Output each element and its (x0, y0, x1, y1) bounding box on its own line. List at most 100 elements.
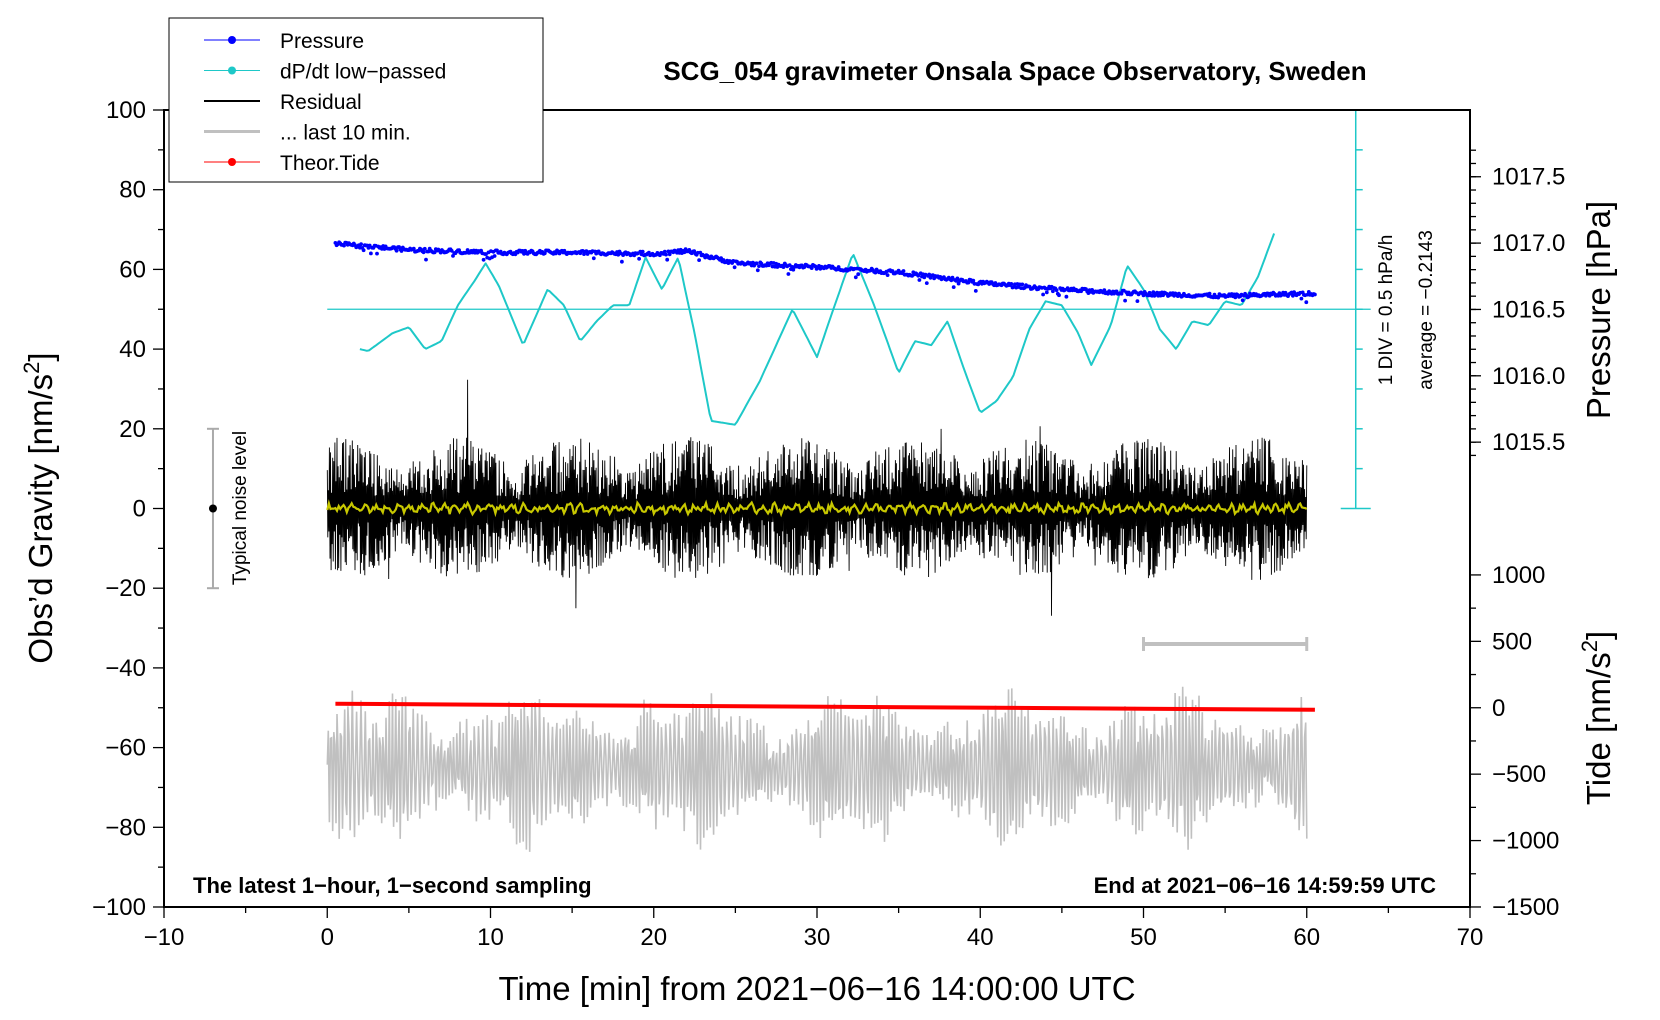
pressure-point (664, 252, 668, 257)
noise-level-label: Typical noise level (230, 431, 251, 585)
pressure-point (1304, 300, 1309, 305)
pressure-point (1135, 299, 1140, 303)
legend-swatch-dot (228, 36, 236, 44)
x-tick-label: 0 (321, 924, 334, 951)
pressure-point (901, 269, 906, 273)
pressure-point (973, 289, 978, 293)
y-tick-label: 60 (119, 256, 146, 283)
pressure-point (1299, 296, 1304, 301)
tide-tick-label: −1000 (1492, 828, 1559, 855)
pressure-point (885, 273, 890, 277)
pressure-point (1313, 292, 1317, 297)
pressure-point (971, 278, 976, 283)
pressure-point (1041, 292, 1045, 297)
y-tick-label: −60 (105, 735, 146, 762)
pressure-point (640, 249, 645, 254)
pressure-point (924, 281, 929, 285)
y-tick-label: −100 (92, 894, 146, 921)
pressure-point (665, 257, 670, 262)
pressure-point (394, 248, 399, 253)
theor-tide-line (335, 701, 1315, 712)
pressure-point (481, 257, 486, 262)
y-tick-label: −40 (105, 655, 146, 682)
legend-label: ... last 10 min. (280, 122, 411, 145)
legend: Pressure dP/dt low−passed Residual ... last… (168, 17, 544, 183)
pressure-point (424, 257, 428, 262)
pressure-point (956, 281, 961, 286)
axes: −10 0 10 20 30 40 50 60 70−100−80−60−40−20020406… (92, 97, 1565, 951)
pressure-point (421, 250, 426, 255)
pressure-point (856, 272, 861, 277)
pressure-point (1240, 298, 1245, 303)
pressure-point (361, 248, 366, 253)
pressure-point (755, 268, 760, 273)
tide-tick-label: −500 (1492, 761, 1546, 788)
annotation-sampling: The latest 1−hour, 1−second sampling (193, 873, 592, 898)
y-tick-label: 80 (119, 177, 146, 204)
pressure-point (1020, 282, 1025, 287)
x-tick-label: 30 (804, 924, 831, 951)
y-tick-label: 0 (133, 496, 146, 523)
pressure-point (757, 264, 761, 268)
y-axis-label: Obs’d Gravity [nm/s2] (19, 352, 59, 663)
pressure-point (411, 246, 416, 251)
y-tick-label: −20 (105, 575, 146, 602)
pressure-point (1054, 288, 1059, 293)
tide-tick-label: 1000 (1492, 562, 1545, 589)
x-tick-label: 60 (1293, 924, 1320, 951)
legend-label: Theor.Tide (280, 152, 380, 175)
pressure-point (853, 275, 858, 280)
tide-axis-label: Tide [nm/s2] (1577, 631, 1617, 805)
pressure-point (1119, 291, 1124, 296)
y-tick-label: 100 (106, 97, 146, 124)
average-label: average = −0.2143 (1416, 230, 1437, 390)
legend-label: Residual (280, 91, 362, 114)
pressure-tick-label: 1017.5 (1492, 164, 1565, 191)
noise-bar-dot (208, 504, 217, 513)
pressure-point (1051, 289, 1055, 294)
pressure-tick-label: 1016.0 (1492, 363, 1565, 390)
pressure-point (342, 243, 346, 248)
x-tick-label: 10 (477, 924, 504, 951)
pressure-point (422, 246, 427, 251)
pressure-tick-label: 1015.5 (1492, 429, 1565, 456)
legend-label: dP/dt low−passed (280, 61, 446, 84)
pressure-point (917, 278, 922, 282)
pressure-point (951, 285, 956, 289)
pressure-point (465, 248, 470, 252)
pressure-point (662, 249, 667, 254)
x-tick-label: 70 (1457, 924, 1484, 951)
pressure-point (697, 258, 701, 262)
pressure-point (542, 251, 547, 256)
pressure-point (492, 254, 497, 258)
pressure-point (369, 251, 373, 256)
pressure-point (449, 248, 454, 253)
y-tick-label: 40 (119, 336, 146, 363)
pressure-point (375, 251, 379, 256)
annotation-end-time: End at 2021−06−16 14:59:59 UTC (1094, 873, 1437, 898)
pressure-point (1123, 298, 1127, 303)
y-tick-label: −80 (105, 814, 146, 841)
pressure-point (1064, 294, 1069, 299)
pressure-dots (333, 240, 1317, 305)
tide-tick-label: −1500 (1492, 894, 1559, 921)
residual-line (326, 379, 1308, 616)
pressure-point (637, 256, 641, 261)
x-tick-label: −10 (144, 924, 185, 951)
pressure-point (1009, 282, 1014, 286)
x-tick-label: 50 (1130, 924, 1157, 951)
pressure-point (620, 259, 624, 264)
pressure-point (1207, 291, 1212, 296)
last-10-min-line (326, 686, 1308, 852)
pressure-axis-label: Pressure [hPa] (1580, 201, 1617, 419)
pressure-point (1233, 295, 1238, 300)
x-tick-label: 40 (967, 924, 994, 951)
pressure-point (1044, 290, 1049, 295)
low-passed-residual-line (326, 498, 1308, 518)
pressure-point (809, 266, 814, 270)
legend-swatch-dot (228, 158, 236, 166)
pressure-point (591, 256, 596, 261)
pressure-point (1102, 288, 1107, 293)
pressure-tick-label: 1016.5 (1492, 296, 1565, 323)
